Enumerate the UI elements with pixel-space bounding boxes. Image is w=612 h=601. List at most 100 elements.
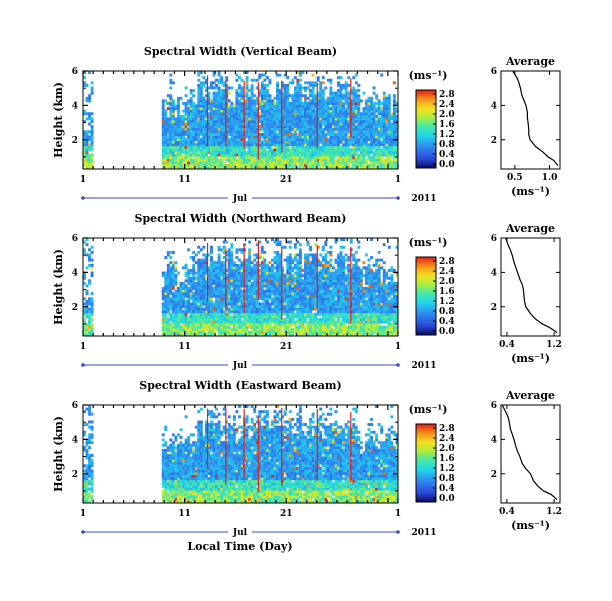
heatmap-cell (293, 138, 297, 142)
heatmap-cell (278, 284, 282, 288)
heatmap-cell (304, 161, 307, 165)
heatmap-cell (278, 299, 282, 303)
heatmap-cell (387, 125, 391, 129)
heatmap-cell (204, 161, 208, 165)
heatmap-cell (204, 89, 208, 93)
heatmap-cell (166, 271, 170, 275)
heatmap-cell (298, 320, 302, 324)
heatmap-cell (225, 138, 229, 142)
heatmap-cell (382, 125, 386, 129)
heatmap-cell (324, 148, 328, 152)
heatmap-cell (237, 83, 241, 87)
heatmap-cell (182, 138, 186, 142)
heatmap-cell (176, 101, 180, 105)
heatmap-cell (392, 122, 396, 126)
heatmap-cell (197, 317, 201, 321)
heatmap-cell (202, 279, 206, 283)
heatmap-cell (377, 101, 381, 105)
heatmap-cell (377, 112, 381, 116)
heatmap-cell (166, 266, 170, 270)
heatmap-cell (217, 148, 221, 152)
heatmap-cell (296, 127, 300, 131)
heatmap-cell (296, 315, 300, 319)
heatmap-cell (202, 76, 206, 80)
heatmap-cell (237, 325, 241, 329)
heatmap-cell (258, 161, 262, 165)
heatmap-cell (207, 271, 211, 275)
heatmap-cell (298, 94, 302, 98)
heatmap-cell (227, 287, 231, 290)
heatmap-cell (319, 328, 323, 332)
heatmap-cell (194, 287, 198, 290)
heatmap-cell (357, 143, 361, 147)
heatmap-cell (217, 158, 221, 162)
heatmap-cell (248, 114, 252, 118)
heatmap-cell (164, 276, 168, 280)
heatmap-cell (387, 150, 391, 154)
heatmap-cell (354, 156, 358, 160)
heatmap-cell (237, 140, 241, 144)
heatmap-cell (171, 333, 175, 337)
heatmap-cell (304, 268, 307, 272)
heatmap-cell (293, 166, 297, 170)
heatmap-cell (232, 323, 236, 327)
heatmap-cell (245, 161, 249, 165)
heatmap-cell (364, 122, 368, 126)
heatmap-cell (258, 156, 262, 160)
heatmap-cell (314, 107, 318, 111)
heatmap-cell (326, 263, 330, 267)
heatmap-cell (176, 130, 180, 134)
heatmap-cell (367, 145, 371, 149)
heatmap-cell (278, 279, 282, 283)
heatmap-cell (199, 163, 203, 167)
heatmap-cell (232, 307, 236, 311)
heatmap-cell (311, 158, 315, 162)
heatmap-cell (296, 109, 300, 113)
heatmap-cell (176, 132, 180, 136)
heatmap-cell (204, 109, 208, 113)
heatmap-cell (268, 107, 272, 111)
heatmap-cell (227, 284, 231, 288)
heatmap-cell (309, 122, 313, 126)
heatmap-cell (210, 125, 213, 129)
heatmap-cell (339, 125, 343, 129)
heatmap-cell (273, 96, 277, 100)
heatmap-cell (319, 140, 323, 144)
heatmap-cell (385, 101, 389, 105)
heatmap-cell (385, 163, 389, 167)
heatmap-cell (232, 299, 236, 303)
heatmap-cell (372, 117, 376, 121)
heatmap-cell (316, 245, 320, 249)
heatmap-cell (164, 101, 168, 105)
heatmap-cell (171, 276, 175, 280)
heatmap-cell (166, 317, 170, 321)
heatmap-cell (382, 166, 386, 170)
heatmap-cell (199, 307, 203, 311)
heatmap-cell (278, 261, 282, 265)
heatmap-cell (281, 94, 285, 98)
heatmap-cell (192, 271, 196, 275)
heatmap-cell (258, 289, 262, 293)
heatmap-cell (357, 132, 361, 136)
heatmap-cell (278, 99, 282, 103)
heatmap-cell (326, 125, 330, 129)
heatmap-cell (265, 101, 269, 105)
heatmap-cell (230, 120, 234, 123)
heatmap-cell (250, 161, 254, 165)
heatmap-cell (296, 166, 300, 170)
heatmap-cell (210, 330, 213, 334)
heatmap-cell (278, 125, 282, 129)
heatmap-cell (296, 156, 300, 160)
heatmap-cell (197, 268, 201, 272)
heatmap-cell (199, 145, 203, 149)
heatmap-cell (222, 245, 226, 249)
heatmap-cell (212, 132, 216, 136)
heatmap-cell (352, 101, 356, 105)
heatmap-cell (334, 94, 338, 98)
heatmap-cell (225, 268, 229, 272)
heatmap-cell (316, 294, 320, 298)
heatmap-cell (291, 323, 295, 327)
heatmap-cell (220, 125, 224, 129)
heatmap-cell (227, 117, 231, 121)
heatmap-cell (192, 281, 196, 285)
